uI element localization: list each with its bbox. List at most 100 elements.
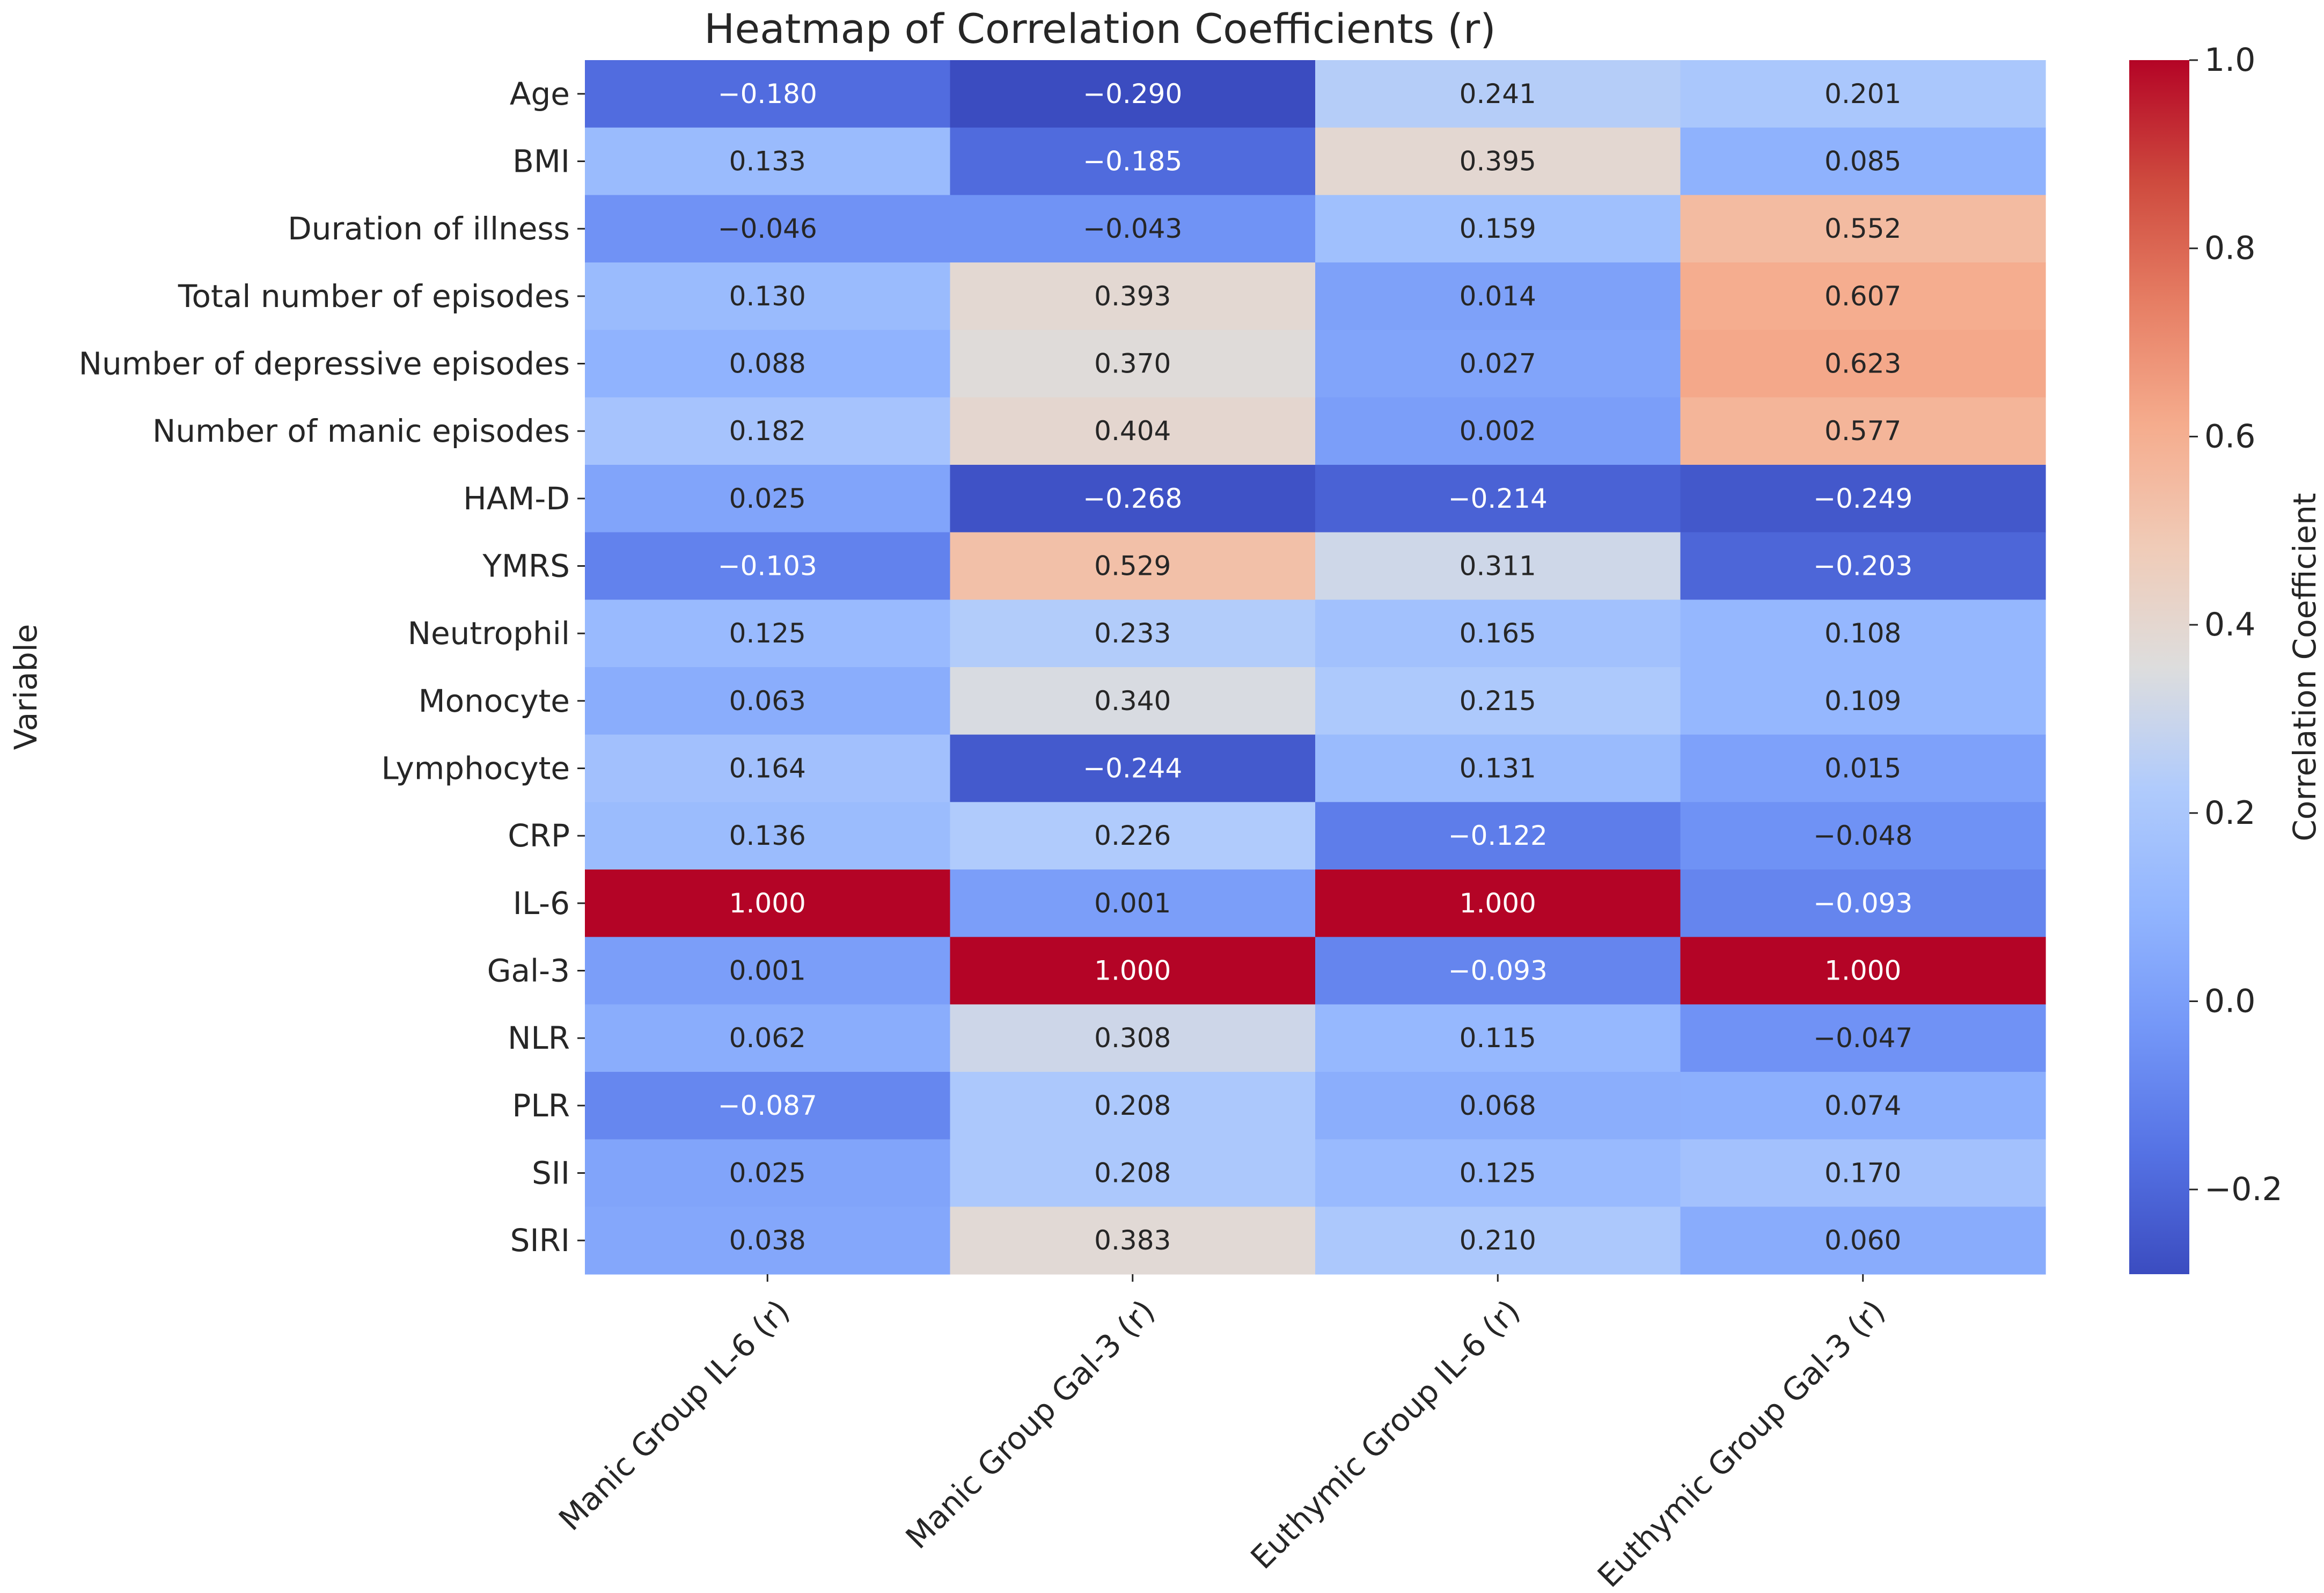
heatmap-cell [1680, 262, 2046, 331]
heatmap-cell [950, 330, 1316, 398]
cell-value-label: 0.577 [1824, 415, 1901, 447]
row-label: Monocyte [419, 683, 570, 719]
heatmap-cell [1315, 397, 1681, 465]
cell-value-label: 0.623 [1824, 348, 1901, 379]
column-label: Manic Group Gal-3 (r) [899, 1292, 1162, 1556]
cell-value-label: 0.170 [1824, 1158, 1901, 1189]
colorbar-tick-label: 0.8 [2204, 230, 2255, 267]
cell-value-label: 0.404 [1094, 415, 1171, 447]
heatmap-cell [950, 397, 1316, 465]
colorbar-label: Correlation Coefficient [2286, 493, 2323, 841]
heatmap-cell [950, 869, 1316, 938]
heatmap-cell [585, 734, 951, 802]
cell-value-label: 0.370 [1094, 348, 1171, 379]
cell-value-label: −0.244 [1083, 753, 1182, 784]
row-label: IL-6 [513, 885, 570, 922]
column-label: Manic Group IL-6 (r) [552, 1292, 796, 1537]
cell-value-label: 0.125 [729, 618, 806, 649]
heatmap-cell [950, 127, 1316, 195]
heatmap-cell [950, 1004, 1316, 1072]
heatmap-cell [950, 600, 1316, 668]
cell-value-label: 0.607 [1824, 281, 1901, 312]
heatmap-cell [1680, 1004, 2046, 1072]
colorbar-tick-label: 0.2 [2204, 794, 2255, 832]
heatmap-cell [585, 465, 951, 533]
heatmap-cell [950, 667, 1316, 735]
cell-value-label: −0.087 [718, 1090, 817, 1121]
heatmap-cell [1315, 802, 1681, 870]
heatmap-cell [585, 330, 951, 398]
heatmap-cell [585, 802, 951, 870]
heatmap-cell [585, 600, 951, 668]
heatmap-cell [1315, 1004, 1681, 1072]
heatmap-cell [585, 262, 951, 331]
cell-value-label: 1.000 [1824, 955, 1901, 987]
cell-value-label: −0.093 [1448, 955, 1548, 987]
heatmap-cell [1680, 734, 2046, 802]
heatmap-cell [1680, 667, 2046, 735]
row-label: HAM-D [463, 480, 570, 517]
row-label: Duration of illness [288, 210, 570, 247]
heatmap-cell [1315, 60, 1681, 128]
cell-value-label: 0.025 [729, 483, 806, 514]
cell-value-label: 0.215 [1460, 685, 1536, 717]
heatmap-cell [585, 127, 951, 195]
heatmap-cell [950, 937, 1316, 1005]
heatmap-cell [1680, 195, 2046, 263]
cell-value-label: 1.000 [729, 888, 806, 919]
column-labels: Manic Group IL-6 (r) Manic Group Gal-3 (r… [552, 1274, 1892, 1593]
heatmap-cell [1315, 600, 1681, 668]
heatmap-cell [585, 1072, 951, 1140]
row-label: CRP [508, 817, 570, 854]
heatmap-cell [585, 60, 951, 128]
cell-value-label: 0.133 [729, 146, 806, 177]
colorbar-ticks: 1.0 0.8 0.6 0.4 0.2 0.0 −0.2 [2189, 41, 2283, 1208]
cell-value-label: 0.383 [1094, 1225, 1171, 1256]
heatmap-cell [1315, 127, 1681, 195]
heatmap-cell [1315, 869, 1681, 938]
cell-value-label: 0.025 [729, 1158, 806, 1189]
heatmap-cell [1315, 734, 1681, 802]
heatmap-cells: −0.180 −0.290 0.241 0.201 0.133 −0.185 0.395 0.… [585, 60, 2046, 1275]
y-axis-label: Variable [8, 624, 44, 750]
heatmap-cell [1680, 802, 2046, 870]
heatmap-cell [1315, 330, 1681, 398]
cell-value-label: −0.047 [1813, 1022, 1912, 1054]
cell-value-label: 0.182 [729, 415, 806, 447]
cell-value-label: 0.108 [1824, 618, 1901, 649]
cell-value-label: 0.165 [1460, 618, 1536, 649]
heatmap-cell [585, 937, 951, 1005]
row-label: Gal-3 [487, 953, 570, 989]
cell-value-label: 0.062 [729, 1022, 806, 1054]
column-label: Euthymic Group Gal-3 (r) [1590, 1292, 1892, 1593]
colorbar-tick-label: 0.6 [2204, 418, 2255, 455]
cell-value-label: −0.046 [718, 213, 817, 244]
cell-value-label: 0.136 [729, 820, 806, 851]
row-label: BMI [512, 143, 570, 180]
cell-value-label: 0.159 [1460, 213, 1536, 244]
heatmap-cell [950, 734, 1316, 802]
cell-value-label: 0.060 [1824, 1225, 1901, 1256]
cell-value-label: 0.014 [1460, 281, 1536, 312]
cell-value-label: 0.395 [1460, 146, 1536, 177]
cell-value-label: 0.001 [729, 955, 806, 987]
heatmap-cell [950, 1072, 1316, 1140]
cell-value-label: 0.311 [1460, 551, 1536, 582]
heatmap-cell [1315, 1072, 1681, 1140]
cell-value-label: 0.002 [1460, 415, 1536, 447]
cell-value-label: 0.074 [1824, 1090, 1901, 1121]
cell-value-label: 0.393 [1094, 281, 1171, 312]
cell-value-label: −0.043 [1083, 213, 1182, 244]
heatmap-cell [950, 60, 1316, 128]
cell-value-label: −0.268 [1083, 483, 1182, 514]
cell-value-label: 0.340 [1094, 685, 1171, 717]
heatmap-cell [585, 532, 951, 600]
cell-value-label: 0.241 [1460, 78, 1536, 109]
heatmap-cell [950, 195, 1316, 263]
cell-value-label: −0.180 [718, 78, 817, 109]
cell-value-label: 0.201 [1824, 78, 1901, 109]
heatmap-cell [1680, 1072, 2046, 1140]
cell-value-label: −0.249 [1813, 483, 1912, 514]
cell-value-label: 0.063 [729, 685, 806, 717]
heatmap-cell [585, 667, 951, 735]
